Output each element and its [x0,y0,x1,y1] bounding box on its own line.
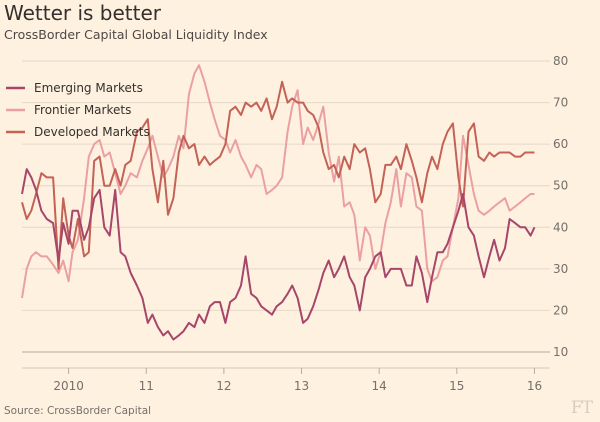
y-tick-label: 20 [553,303,568,317]
x-tick-label: 13 [294,379,309,393]
legend-label: Frontier Markets [34,103,131,117]
x-tick-label: 11 [139,379,154,393]
x-tick-label: 2010 [53,379,84,393]
legend-label: Emerging Markets [34,81,143,95]
y-tick-label: 50 [553,179,568,193]
chart-title: Wetter is better [4,1,162,25]
y-tick-label: 70 [553,96,568,110]
y-tick-label: 80 [553,54,568,68]
series-line-developed-markets [21,80,535,270]
x-tick-label: 15 [449,379,464,393]
series-line-frontier-markets [21,64,535,299]
y-tick-label: 40 [553,220,568,234]
ft-logo: FT [570,398,593,418]
x-tick-label: 16 [527,379,542,393]
y-tick-label: 30 [553,262,568,276]
x-tick-label: 12 [216,379,231,393]
y-tick-label: 60 [553,137,568,151]
legend-label: Developed Markets [34,125,150,139]
x-tick-label: 14 [372,379,387,393]
series-line-emerging-markets [21,168,536,341]
chart-subtitle: CrossBorder Capital Global Liquidity Ind… [4,27,268,42]
source-note: Source: CrossBorder Capital [4,405,152,417]
y-tick-label: 10 [553,345,568,359]
